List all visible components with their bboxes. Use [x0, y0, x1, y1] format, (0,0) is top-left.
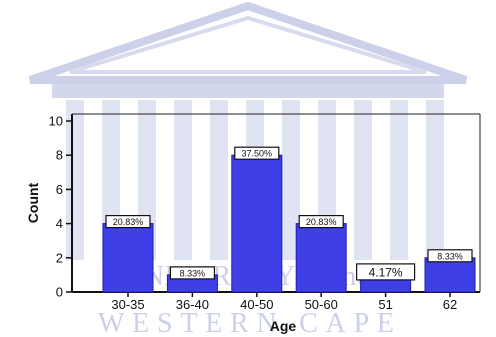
- y-axis-title: Count: [25, 182, 41, 223]
- x-tick-label: 62: [443, 297, 457, 312]
- x-axis-title: Age: [270, 318, 297, 334]
- bars: 20.83% 8.33% 37.50% 20.83% 4.17% 8.33%: [102, 146, 476, 293]
- data-label: 8.33%: [437, 251, 463, 261]
- watermark-column: [282, 100, 300, 260]
- y-tick-label: 6: [56, 182, 63, 197]
- watermark-column: [426, 100, 444, 260]
- data-label-box: [169, 266, 215, 280]
- data-label: 20.83%: [113, 217, 144, 227]
- bar-40-50: [231, 154, 283, 293]
- x-axis-ticks: 30-35 36-40 40-50 50-60 51 62: [111, 292, 457, 312]
- x-tick-label: 40-50: [240, 297, 273, 312]
- watermark-pediment-inner: [69, 15, 427, 74]
- data-label-box: [105, 215, 151, 229]
- data-label: 37.50%: [242, 149, 273, 159]
- data-label-box: [356, 263, 416, 281]
- x-tick-label: 51: [378, 297, 392, 312]
- watermark-pediment: [28, 1, 468, 84]
- watermark-entablature: [52, 84, 444, 98]
- watermark-line-2: WESTERN CAPE: [98, 308, 398, 337]
- x-tick-label: 30-35: [111, 297, 144, 312]
- data-label-box: [298, 215, 344, 229]
- bar-62: [424, 257, 476, 293]
- y-tick-label: 10: [49, 114, 63, 129]
- watermark-column: [390, 100, 408, 260]
- y-tick-label: 8: [56, 148, 63, 163]
- x-tick-label: 50-60: [305, 297, 338, 312]
- y-tick-label: 0: [56, 285, 63, 300]
- x-tick-label: 36-40: [176, 297, 209, 312]
- watermark-column: [174, 100, 192, 260]
- y-tick-label: 4: [56, 216, 63, 231]
- y-axis-ticks: 0 2 4 6 8 10: [49, 114, 72, 300]
- watermark-column: [210, 100, 228, 260]
- watermark-column: [66, 100, 84, 260]
- bar-50-60: [295, 223, 347, 293]
- y-tick-label: 2: [56, 250, 63, 265]
- data-label: 8.33%: [180, 268, 206, 278]
- data-label-box: [234, 146, 280, 160]
- data-label: 20.83%: [306, 217, 337, 227]
- data-label: 4.17%: [369, 265, 403, 279]
- watermark-column: [354, 100, 372, 260]
- bar-30-35: [102, 223, 154, 293]
- data-label-box: [427, 249, 473, 263]
